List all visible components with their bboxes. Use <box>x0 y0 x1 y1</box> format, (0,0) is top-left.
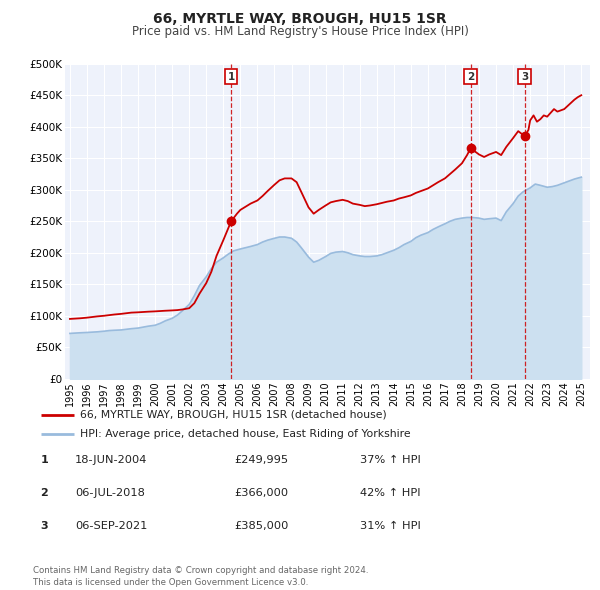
Text: Contains HM Land Registry data © Crown copyright and database right 2024.
This d: Contains HM Land Registry data © Crown c… <box>33 566 368 587</box>
Text: Price paid vs. HM Land Registry's House Price Index (HPI): Price paid vs. HM Land Registry's House … <box>131 25 469 38</box>
Text: 37% ↑ HPI: 37% ↑ HPI <box>360 455 421 465</box>
Text: £249,995: £249,995 <box>234 455 288 465</box>
Text: 3: 3 <box>521 71 529 81</box>
Text: 1: 1 <box>227 71 235 81</box>
Text: 3: 3 <box>41 521 48 531</box>
Text: 1: 1 <box>41 455 48 465</box>
Text: 06-JUL-2018: 06-JUL-2018 <box>75 488 145 498</box>
Text: 42% ↑ HPI: 42% ↑ HPI <box>360 488 421 498</box>
Text: £366,000: £366,000 <box>234 488 288 498</box>
Text: 18-JUN-2004: 18-JUN-2004 <box>75 455 148 465</box>
Text: HPI: Average price, detached house, East Riding of Yorkshire: HPI: Average price, detached house, East… <box>80 430 410 439</box>
Text: 06-SEP-2021: 06-SEP-2021 <box>75 521 148 531</box>
Text: 31% ↑ HPI: 31% ↑ HPI <box>360 521 421 531</box>
Text: 2: 2 <box>467 71 474 81</box>
Text: 2: 2 <box>41 488 48 498</box>
Text: 66, MYRTLE WAY, BROUGH, HU15 1SR (detached house): 66, MYRTLE WAY, BROUGH, HU15 1SR (detach… <box>80 410 386 420</box>
Text: £385,000: £385,000 <box>234 521 289 531</box>
Text: 66, MYRTLE WAY, BROUGH, HU15 1SR: 66, MYRTLE WAY, BROUGH, HU15 1SR <box>153 12 447 26</box>
